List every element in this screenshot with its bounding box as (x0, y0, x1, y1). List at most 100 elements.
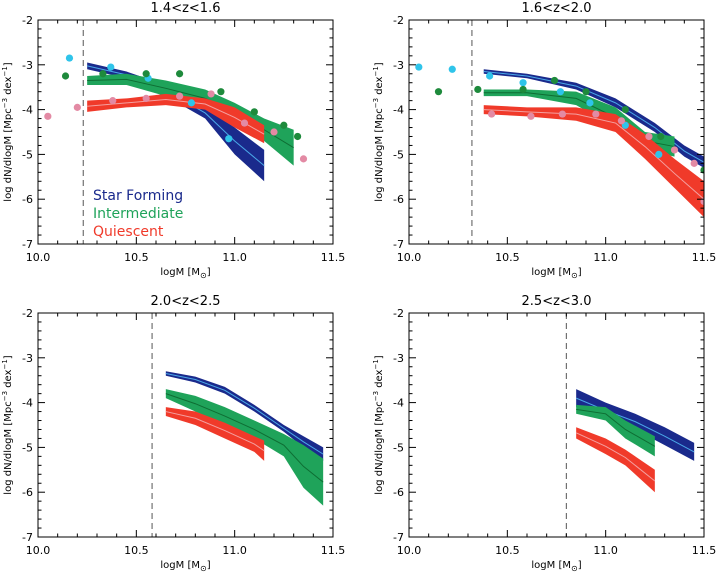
x-tick-label: 10.5 (124, 544, 149, 557)
x-tick-label: 10.5 (124, 251, 149, 264)
y-tick-label: -6 (393, 193, 404, 206)
x-axis-label: logM [M⊙] (531, 267, 581, 280)
sf-median-line (165, 372, 324, 455)
x-tick-label: 11.5 (692, 251, 716, 264)
sf-data-point (107, 63, 115, 71)
panel-title: 1.6<z<2.0 (522, 1, 592, 16)
panel-2: 1.6<z<2.0 10.0 10.5 11.0 11.5 -7 -6 -5 -4 -3 -2 log… (372, 1, 716, 280)
int-data-point (474, 85, 482, 94)
x-tick-label: 11.5 (321, 544, 346, 557)
q-data-point (617, 117, 626, 125)
q-data-point (73, 103, 81, 111)
q-data-point (109, 97, 117, 105)
plot-area (415, 63, 704, 218)
y-tick-label: -3 (22, 59, 33, 72)
int-data-point (250, 108, 258, 116)
x-tick-label: 11.0 (222, 544, 247, 557)
q-data-point (690, 159, 698, 167)
int-data-point (621, 106, 629, 114)
q-median-line (483, 109, 704, 200)
sf-data-point (486, 72, 494, 80)
x-tick-label: 11.0 (222, 251, 247, 264)
y-axis-label: log dN/dlogM [Mpc−3 dex−1] (1, 62, 14, 201)
panel-title: 1.4<z<1.6 (151, 1, 221, 16)
panel-4: 2.5<z<3.0 10.0 10.5 11.0 11.5 -7 -6 -5 -4 -3 -2 log… (372, 294, 716, 573)
x-axis-label: logM [M⊙] (160, 560, 210, 573)
q-data-point (270, 128, 278, 136)
y-tick-label: -6 (393, 486, 404, 499)
int-median-line (576, 408, 656, 447)
sf-data-point (556, 88, 565, 96)
x-tick-label: 10.0 (26, 544, 51, 557)
x-tick-label: 10.5 (495, 251, 520, 264)
int-data-point (294, 132, 302, 141)
y-tick-label: -4 (22, 397, 33, 410)
x-axis-label: logM [M⊙] (531, 560, 581, 573)
panel-1: 1.4<z<1.6 10.0 10.5 11.0 11.5 -7 -6 -5 -4 -3 -2 log… (1, 1, 345, 280)
x-tick-label: 10.0 (397, 544, 422, 557)
plot-frame (408, 19, 705, 245)
y-tick-label: -4 (22, 104, 33, 117)
int-median-line (165, 393, 324, 483)
y-tick-label: -7 (22, 238, 33, 251)
x-tick-label: 10.0 (397, 251, 422, 264)
panel-3: 2.0<z<2.5 10.0 10.5 11.0 11.5 -7 -6 -5 -4 -3 -2 log… (1, 294, 345, 573)
int-data-point (582, 88, 590, 96)
sf-band (576, 389, 695, 461)
int-data-point (61, 72, 70, 80)
y-tick-label: -4 (393, 397, 404, 410)
sf-data-point (65, 54, 74, 62)
legend-entry: Star Forming (93, 188, 183, 204)
y-tick-label: -5 (22, 441, 33, 454)
y-axis-label: log dN/dlogM [Mpc−3 dex−1] (1, 355, 14, 494)
q-data-point (527, 112, 535, 120)
y-tick-label: -4 (393, 104, 404, 117)
q-data-point (670, 146, 679, 154)
sf-data-point (225, 135, 233, 143)
int-data-point (657, 132, 665, 141)
y-axis-label: log dN/dlogM [Mpc−3 dex−1] (372, 62, 385, 201)
int-data-point (434, 88, 443, 96)
sf-data-point (187, 99, 195, 107)
int-data-point (519, 85, 527, 94)
y-tick-label: -3 (22, 352, 33, 365)
q-median-line (575, 432, 656, 482)
plot-frame (37, 19, 334, 245)
legend-entry: Intermediate (93, 206, 183, 222)
int-data-point (217, 88, 225, 96)
y-tick-label: -7 (393, 531, 404, 544)
y-tick-label: -3 (393, 352, 404, 365)
y-tick-label: -6 (22, 486, 33, 499)
plot-area (44, 54, 308, 182)
q-data-point (176, 92, 184, 100)
x-tick-label: 11.0 (593, 544, 618, 557)
x-tick-label: 11.5 (692, 544, 716, 557)
int-data-point (550, 76, 559, 85)
q-median-line (165, 411, 265, 452)
y-tick-label: -7 (393, 238, 404, 251)
q-band (576, 427, 655, 493)
y-tick-label: -2 (22, 14, 33, 27)
x-tick-label: 10.0 (26, 251, 51, 264)
q-data-point (592, 110, 600, 118)
int-band (165, 389, 324, 506)
y-tick-label: -6 (22, 193, 33, 206)
q-data-point (645, 132, 653, 141)
q-median-line (87, 99, 265, 135)
q-data-point (488, 110, 496, 118)
x-tick-label: 11.0 (593, 251, 618, 264)
int-data-point (142, 70, 150, 78)
y-tick-label: -5 (22, 148, 33, 161)
y-tick-label: -2 (393, 307, 404, 320)
q-data-point (207, 90, 215, 98)
y-tick-label: -3 (393, 59, 404, 72)
y-tick-label: -5 (393, 441, 404, 454)
q-data-point (299, 155, 308, 163)
sf-data-point (586, 99, 594, 107)
sf-data-point (519, 79, 527, 87)
q-data-point (44, 112, 52, 120)
panel-title: 2.5<z<3.0 (522, 294, 592, 309)
plot-frame (408, 312, 705, 538)
sf-data-point (415, 63, 423, 71)
y-tick-label: -5 (393, 148, 404, 161)
